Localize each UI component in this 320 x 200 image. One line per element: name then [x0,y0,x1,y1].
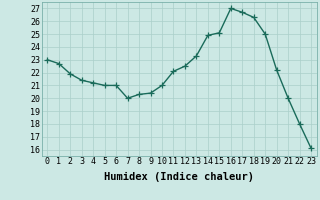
X-axis label: Humidex (Indice chaleur): Humidex (Indice chaleur) [104,172,254,182]
